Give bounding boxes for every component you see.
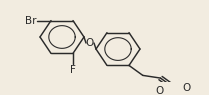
Text: O: O: [182, 83, 190, 93]
Text: F: F: [70, 65, 76, 75]
Text: Br: Br: [24, 16, 36, 26]
Text: O: O: [155, 86, 164, 95]
Text: O: O: [86, 38, 94, 48]
